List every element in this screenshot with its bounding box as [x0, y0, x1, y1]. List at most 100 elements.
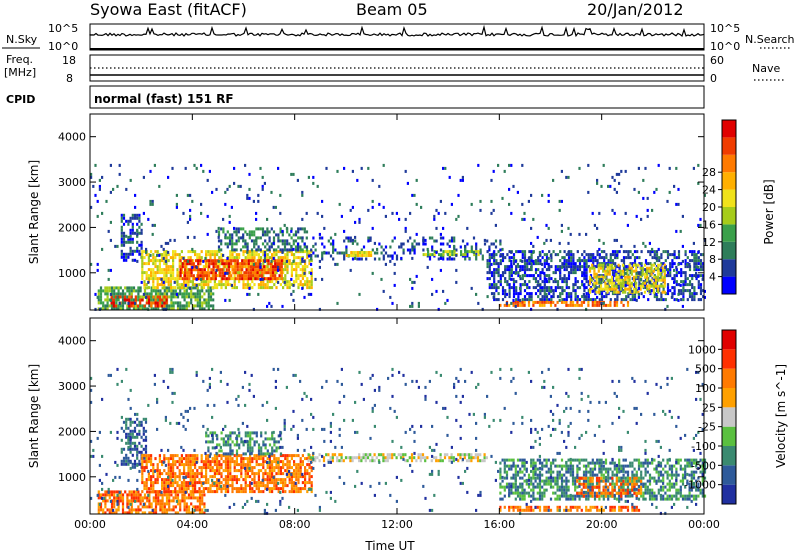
data-cell: [104, 289, 107, 293]
data-cell: [554, 253, 557, 257]
data-cell: [176, 301, 180, 305]
data-cell: [413, 239, 416, 243]
data-cell: [587, 289, 590, 293]
data-cell: [336, 169, 339, 173]
data-cell: [295, 484, 298, 488]
data-cell: [277, 277, 280, 281]
data-cell: [316, 211, 319, 215]
data-cell: [150, 277, 153, 281]
data-cell: [329, 254, 333, 258]
data-cell: [130, 505, 133, 509]
data-cell: [475, 250, 478, 254]
data-cell: [213, 460, 216, 464]
data-cell: [189, 457, 192, 461]
data-cell: [255, 484, 258, 488]
data-cell: [608, 263, 611, 267]
data-cell: [246, 248, 249, 252]
data-cell: [519, 300, 522, 304]
data-cell: [252, 274, 255, 278]
data-cell: [147, 460, 150, 464]
data-cell: [125, 187, 128, 191]
data-cell: [336, 459, 339, 463]
data-cell: [596, 178, 599, 182]
data-cell: [224, 481, 227, 485]
data-cell: [190, 295, 193, 299]
data-cell: [231, 236, 234, 240]
data-cell: [167, 283, 170, 287]
data-cell: [559, 286, 562, 290]
data-cell: [583, 286, 586, 290]
data-cell: [429, 253, 432, 257]
data-cell: [137, 496, 140, 500]
data-cell: [464, 244, 467, 248]
data-cell: [266, 227, 269, 231]
data-cell: [165, 490, 168, 494]
data-cell: [699, 274, 703, 278]
data-cell: [211, 440, 214, 444]
data-cell: [145, 295, 148, 299]
data-cell: [376, 247, 379, 251]
data-cell: [530, 265, 533, 269]
data-cell: [154, 265, 157, 269]
data-cell: [581, 295, 584, 299]
data-cell: [192, 511, 195, 515]
data-cell: [572, 286, 575, 290]
data-cell: [628, 284, 631, 288]
data-cell: [561, 256, 564, 260]
data-cell: [137, 295, 140, 299]
data-cell: [227, 271, 231, 275]
data-cell: [327, 239, 330, 243]
data-cell: [125, 441, 128, 445]
data-cell: [238, 280, 241, 284]
data-cell: [274, 205, 277, 209]
data-cell: [583, 295, 586, 299]
data-cell: [521, 268, 524, 272]
data-cell: [246, 292, 249, 296]
data-cell: [144, 429, 148, 433]
data-cell: [297, 478, 300, 482]
data-cell: [530, 253, 533, 257]
data-cell: [283, 242, 287, 246]
data-cell: [238, 262, 242, 266]
data-cell: [371, 226, 374, 230]
data-cell: [251, 437, 254, 441]
data-cell: [304, 478, 307, 482]
colorbar-tick-label: 4: [709, 271, 716, 284]
data-cell: [492, 208, 495, 212]
data-cell: [229, 256, 232, 260]
data-cell: [229, 265, 232, 269]
data-cell: [122, 420, 126, 424]
data-cell: [654, 266, 658, 270]
data-cell: [165, 292, 169, 296]
data-cell: [488, 248, 491, 252]
data-cell: [495, 253, 498, 257]
data-cell: [97, 292, 100, 296]
data-cell: [184, 283, 187, 287]
data-cell: [493, 283, 496, 287]
data-cell: [695, 256, 698, 260]
data-cell: [574, 298, 577, 302]
data-cell: [422, 242, 425, 246]
data-cell: [238, 490, 241, 494]
data-cell: [191, 472, 194, 476]
data-cell: [263, 268, 266, 272]
data-cell: [304, 268, 307, 272]
data-cell: [652, 269, 655, 273]
data-cell: [426, 247, 429, 251]
data-cell: [538, 250, 541, 254]
data-cell: [238, 446, 241, 450]
data-cell: [213, 446, 217, 450]
data-cell: [641, 281, 644, 285]
data-cell: [284, 256, 287, 260]
data-cell: [380, 277, 383, 281]
data-cell: [574, 295, 577, 299]
data-cell: [153, 223, 156, 227]
data-cell: [567, 241, 570, 245]
data-cell: [141, 298, 144, 302]
data-cell: [693, 286, 696, 290]
data-cell: [185, 472, 188, 476]
data-cell: [179, 307, 182, 311]
data-cell: [254, 268, 257, 272]
data-cell: [699, 292, 703, 296]
